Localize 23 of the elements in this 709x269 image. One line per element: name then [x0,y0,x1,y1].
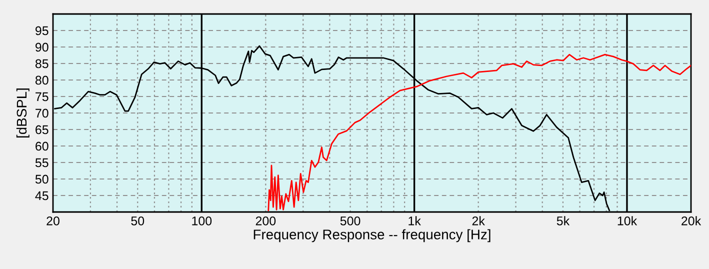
y-tick-label: 90 [36,42,48,52]
y-tick-label: 45 [35,191,48,200]
y-tick-label: 80 [35,76,48,85]
x-tick-label: 20 [46,216,60,226]
x-tick-label: 1k [408,216,421,226]
y-axis-title: [dBSPL] [16,88,30,138]
y-tick-label: 95 [36,26,48,36]
y-tick-label: 55 [35,158,48,168]
x-tick-label: 200 [256,216,276,226]
x-tick-label: 20k [682,216,702,226]
x-tick-label: 10k [618,216,638,226]
x-tick-label: 2k [472,216,485,226]
x-tick-label: 500 [340,216,360,226]
x-tick-label: 50 [131,216,144,226]
y-tick-label: 70 [36,108,48,118]
y-tick-label: 50 [35,174,48,184]
x-axis-title: Frequency Response -- frequency [Hz] [254,229,490,242]
y-tick-label: 60 [36,142,48,151]
x-tick-label: 5k [556,216,570,226]
y-tick-label: 75 [36,92,48,102]
x-tick-label: 100 [192,216,212,226]
y-tick-label: 65 [36,125,48,134]
y-tick-label: 85 [35,59,48,68]
